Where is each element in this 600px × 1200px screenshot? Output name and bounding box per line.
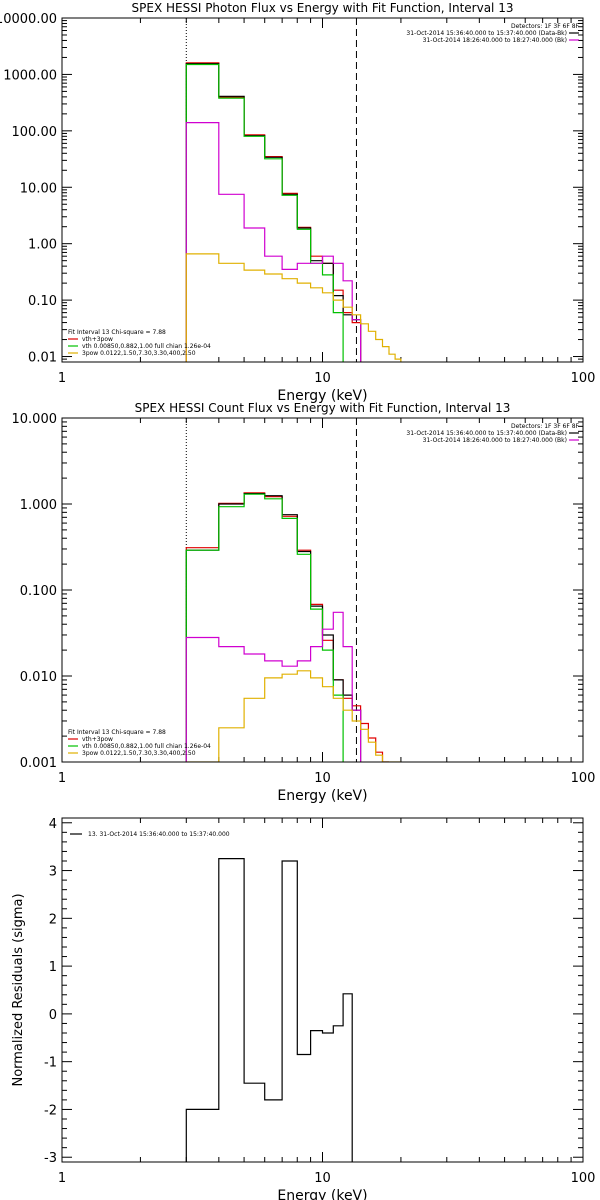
plot-frame <box>61 817 584 1163</box>
legend-entry: Fit Interval 13 Chi-square = 7.88 <box>68 729 166 736</box>
legend-entry: 3pow 0.0122,1.50,7.30,3.30,400,2.50 <box>82 350 196 357</box>
y-tick-label: 0 <box>49 1008 57 1023</box>
y-tick-label: 1.00 <box>28 238 57 253</box>
chart-title: SPEX HESSI Count Flux vs Energy with Fit… <box>135 401 511 415</box>
series-line-3 <box>185 63 344 362</box>
series-line-2 <box>185 63 362 362</box>
series-line-1 <box>185 858 353 1162</box>
y-tick-label: 2 <box>49 912 57 927</box>
x-tick-label: 10 <box>314 1171 331 1186</box>
y-tick-label: -2 <box>44 1103 57 1118</box>
legend-entry: vth 0.00850,0.882,1.00 full chian 1.26e-… <box>82 343 211 350</box>
x-tick-label: 100 <box>571 371 596 386</box>
y-tick-label: 0.010 <box>20 670 57 685</box>
y-tick-label: 10.000 <box>12 412 58 427</box>
series-group <box>185 62 402 362</box>
series-line-5 <box>186 670 401 762</box>
y-tick-label: 0.001 <box>20 756 57 771</box>
legend-entry: 13. 31-Oct-2014 15:36:40.000 to 15:37:40… <box>88 831 230 838</box>
y-tick-label: 0.100 <box>20 584 57 599</box>
legend-entry: 31-Oct-2014 15:36:40.000 to 15:37:40.000… <box>406 430 567 437</box>
x-tick-label: 1 <box>58 1171 66 1186</box>
series-line-1 <box>185 62 362 362</box>
y-tick-label: 1.000 <box>20 498 57 513</box>
series-line-4 <box>185 611 362 762</box>
x-tick-label: 10 <box>314 371 331 386</box>
plot-1: SPEX HESSI Photon Flux vs Energy with Fi… <box>0 1 595 404</box>
plot-2: SPEX HESSI Count Flux vs Energy with Fit… <box>12 401 596 804</box>
chart-title: SPEX HESSI Photon Flux vs Energy with Fi… <box>132 1 514 15</box>
legend-entry: 3pow 0.0122,1.50,7.30,3.30,400,2.50 <box>82 750 196 757</box>
legend-entry: 31-Oct-2014 18:26:40.000 to 18:27:40.000… <box>423 437 567 444</box>
x-tick-label: 1 <box>58 771 66 786</box>
x-axis-label: Energy (keV) <box>277 1188 367 1200</box>
y-tick-label: 1000.00 <box>3 68 57 83</box>
y-tick-label: -3 <box>44 1151 57 1166</box>
series-line-1 <box>185 492 389 762</box>
y-tick-label: -1 <box>44 1056 57 1071</box>
plot-frame <box>61 17 584 363</box>
series-group <box>185 858 353 1162</box>
y-tick-label: 100.00 <box>12 125 58 140</box>
y-tick-label: 3 <box>49 865 57 880</box>
y-tick-label: 10.00 <box>20 181 57 196</box>
y-tick-label: 4 <box>49 817 57 832</box>
x-tick-label: 10 <box>314 771 331 786</box>
series-group <box>185 492 401 762</box>
x-axis-label: Energy (keV) <box>277 788 367 804</box>
y-tick-label: 0.10 <box>28 294 57 309</box>
series-line-4 <box>185 122 362 362</box>
x-tick-label: 1 <box>58 371 66 386</box>
y-tick-label: 0.01 <box>28 351 57 366</box>
legend-entry: vth+3pow <box>82 336 113 343</box>
y-tick-label: 10000.00 <box>0 12 57 27</box>
y-tick-label: 1 <box>49 960 57 975</box>
y-axis-label: Normalized Residuals (sigma) <box>11 893 26 1086</box>
legend-entry: Detectors: 1F 3F 6F 8F <box>511 23 580 30</box>
x-axis-label: Energy (keV) <box>277 388 367 404</box>
legend-entry: vth+3pow <box>82 736 113 743</box>
legend-entry: 31-Oct-2014 18:26:40.000 to 18:27:40.000… <box>423 37 567 44</box>
series-line-5 <box>185 253 402 362</box>
legend-entry: 31-Oct-2014 15:36:40.000 to 15:37:40.000… <box>406 30 567 37</box>
legend-entry: Detectors: 1F 3F 6F 8F <box>511 423 580 430</box>
x-tick-label: 100 <box>571 1171 596 1186</box>
plot-3: Energy (keV) Normalized Residuals (sigma)… <box>11 817 595 1200</box>
series-line-3 <box>185 493 344 762</box>
x-tick-label: 100 <box>571 771 596 786</box>
legend-entry: vth 0.00850,0.882,1.00 full chian 1.26e-… <box>82 743 211 750</box>
legend-entry: Fit Interval 13 Chi-square = 7.88 <box>68 329 166 336</box>
series-line-2 <box>185 493 362 762</box>
plot-frame <box>61 417 584 763</box>
